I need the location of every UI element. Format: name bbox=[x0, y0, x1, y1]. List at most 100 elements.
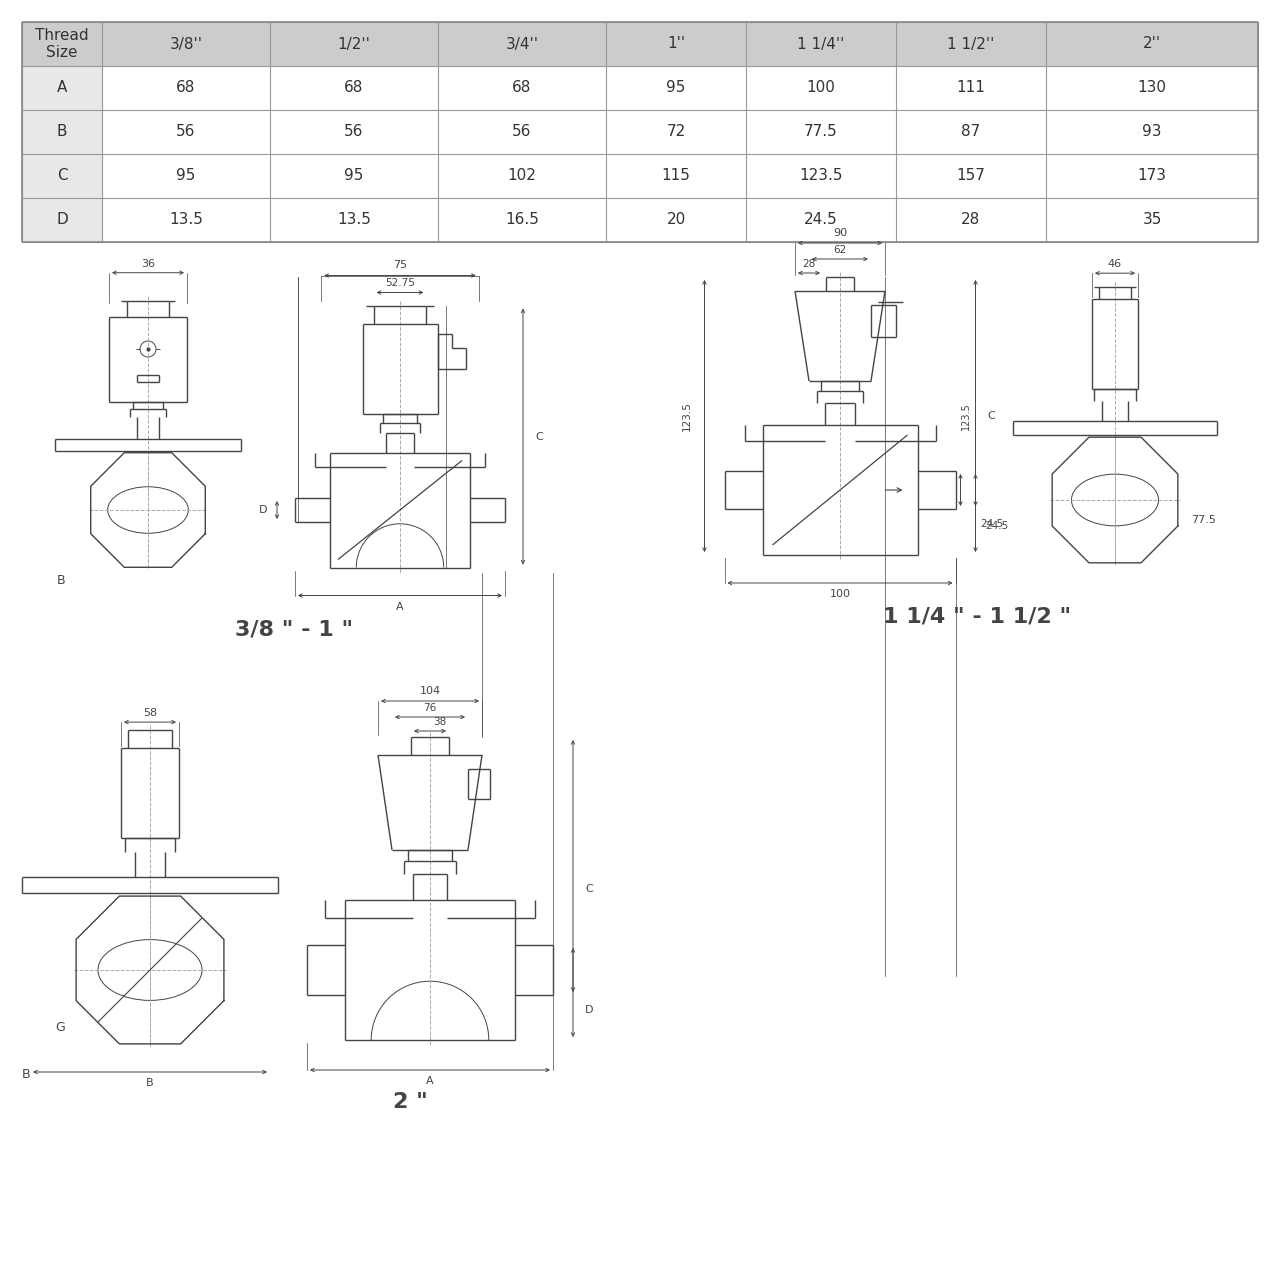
Text: 16.5: 16.5 bbox=[506, 212, 539, 228]
Bar bbox=[1046, 154, 1258, 198]
Bar bbox=[438, 110, 605, 154]
Bar bbox=[605, 22, 746, 67]
Text: 38: 38 bbox=[434, 717, 447, 727]
Text: 35: 35 bbox=[1142, 212, 1162, 228]
Text: 75: 75 bbox=[393, 261, 407, 270]
Text: Thread
Size: Thread Size bbox=[35, 28, 88, 60]
Text: D: D bbox=[259, 506, 268, 515]
Bar bbox=[605, 154, 746, 198]
Bar bbox=[102, 110, 270, 154]
Text: 24.5: 24.5 bbox=[986, 521, 1009, 531]
Text: 95: 95 bbox=[667, 81, 686, 96]
Text: 2'': 2'' bbox=[1143, 37, 1161, 51]
Bar bbox=[102, 22, 270, 67]
Bar bbox=[22, 198, 102, 242]
Text: 56: 56 bbox=[512, 124, 531, 140]
Text: 1/2'': 1/2'' bbox=[338, 37, 370, 51]
Bar bbox=[746, 22, 896, 67]
Text: 13.5: 13.5 bbox=[337, 212, 371, 228]
Text: 102: 102 bbox=[508, 169, 536, 183]
Text: 123.5: 123.5 bbox=[960, 402, 970, 430]
Bar bbox=[438, 22, 605, 67]
Text: 28: 28 bbox=[803, 259, 815, 269]
Text: 58: 58 bbox=[143, 708, 157, 718]
Text: C: C bbox=[56, 169, 68, 183]
Bar bbox=[270, 67, 438, 110]
Bar bbox=[1046, 110, 1258, 154]
Text: 28: 28 bbox=[961, 212, 980, 228]
Text: C: C bbox=[987, 411, 996, 421]
Text: 76: 76 bbox=[424, 703, 436, 713]
Bar bbox=[1046, 198, 1258, 242]
Bar bbox=[746, 67, 896, 110]
Bar bbox=[22, 67, 102, 110]
Bar bbox=[746, 110, 896, 154]
Text: 24.5: 24.5 bbox=[980, 518, 1004, 529]
Bar bbox=[270, 22, 438, 67]
Text: 115: 115 bbox=[662, 169, 690, 183]
Bar bbox=[605, 67, 746, 110]
Text: 56: 56 bbox=[344, 124, 364, 140]
Text: 130: 130 bbox=[1138, 81, 1166, 96]
Text: 68: 68 bbox=[177, 81, 196, 96]
Text: 46: 46 bbox=[1108, 259, 1123, 269]
Text: 1 1/4'': 1 1/4'' bbox=[797, 37, 845, 51]
Bar bbox=[1046, 22, 1258, 67]
Text: 68: 68 bbox=[512, 81, 531, 96]
Text: 13.5: 13.5 bbox=[169, 212, 204, 228]
Text: 104: 104 bbox=[420, 686, 440, 696]
Text: D: D bbox=[56, 212, 68, 228]
Text: 157: 157 bbox=[956, 169, 986, 183]
Text: 3/4'': 3/4'' bbox=[506, 37, 539, 51]
Bar bbox=[896, 154, 1046, 198]
Bar bbox=[896, 22, 1046, 67]
Text: 100: 100 bbox=[829, 589, 850, 599]
Bar bbox=[438, 154, 605, 198]
Text: 173: 173 bbox=[1138, 169, 1166, 183]
Bar bbox=[438, 67, 605, 110]
Text: A: A bbox=[397, 602, 403, 612]
Text: 72: 72 bbox=[667, 124, 686, 140]
Text: A: A bbox=[426, 1076, 434, 1085]
Bar bbox=[605, 198, 746, 242]
Bar bbox=[746, 154, 896, 198]
Bar bbox=[22, 22, 102, 67]
Text: B: B bbox=[22, 1069, 31, 1082]
Text: 90: 90 bbox=[833, 228, 847, 238]
Text: 3/8'': 3/8'' bbox=[169, 37, 202, 51]
Text: 62: 62 bbox=[833, 244, 846, 255]
Bar bbox=[438, 198, 605, 242]
Text: 3/8 " - 1 ": 3/8 " - 1 " bbox=[236, 620, 353, 640]
Bar bbox=[270, 110, 438, 154]
Text: 2 ": 2 " bbox=[393, 1092, 428, 1112]
Text: 77.5: 77.5 bbox=[804, 124, 838, 140]
Bar bbox=[102, 198, 270, 242]
Text: 24.5: 24.5 bbox=[804, 212, 838, 228]
Text: 100: 100 bbox=[806, 81, 836, 96]
Text: B: B bbox=[146, 1078, 154, 1088]
Bar bbox=[270, 198, 438, 242]
Text: 52.75: 52.75 bbox=[385, 279, 415, 288]
Text: 87: 87 bbox=[961, 124, 980, 140]
Bar bbox=[746, 198, 896, 242]
Text: A: A bbox=[56, 81, 67, 96]
Text: D: D bbox=[585, 1005, 594, 1015]
Bar bbox=[270, 154, 438, 198]
Bar bbox=[102, 67, 270, 110]
Text: 123.5: 123.5 bbox=[799, 169, 842, 183]
Text: 36: 36 bbox=[141, 259, 155, 269]
Text: 20: 20 bbox=[667, 212, 686, 228]
Bar bbox=[605, 110, 746, 154]
Bar bbox=[896, 67, 1046, 110]
Bar bbox=[102, 154, 270, 198]
Text: 68: 68 bbox=[344, 81, 364, 96]
Text: C: C bbox=[535, 431, 543, 442]
Text: C: C bbox=[585, 883, 593, 893]
Text: 95: 95 bbox=[177, 169, 196, 183]
Bar bbox=[1046, 67, 1258, 110]
Text: G: G bbox=[55, 1021, 65, 1034]
Bar bbox=[22, 110, 102, 154]
Text: B: B bbox=[56, 124, 68, 140]
Bar bbox=[896, 110, 1046, 154]
Text: 95: 95 bbox=[344, 169, 364, 183]
